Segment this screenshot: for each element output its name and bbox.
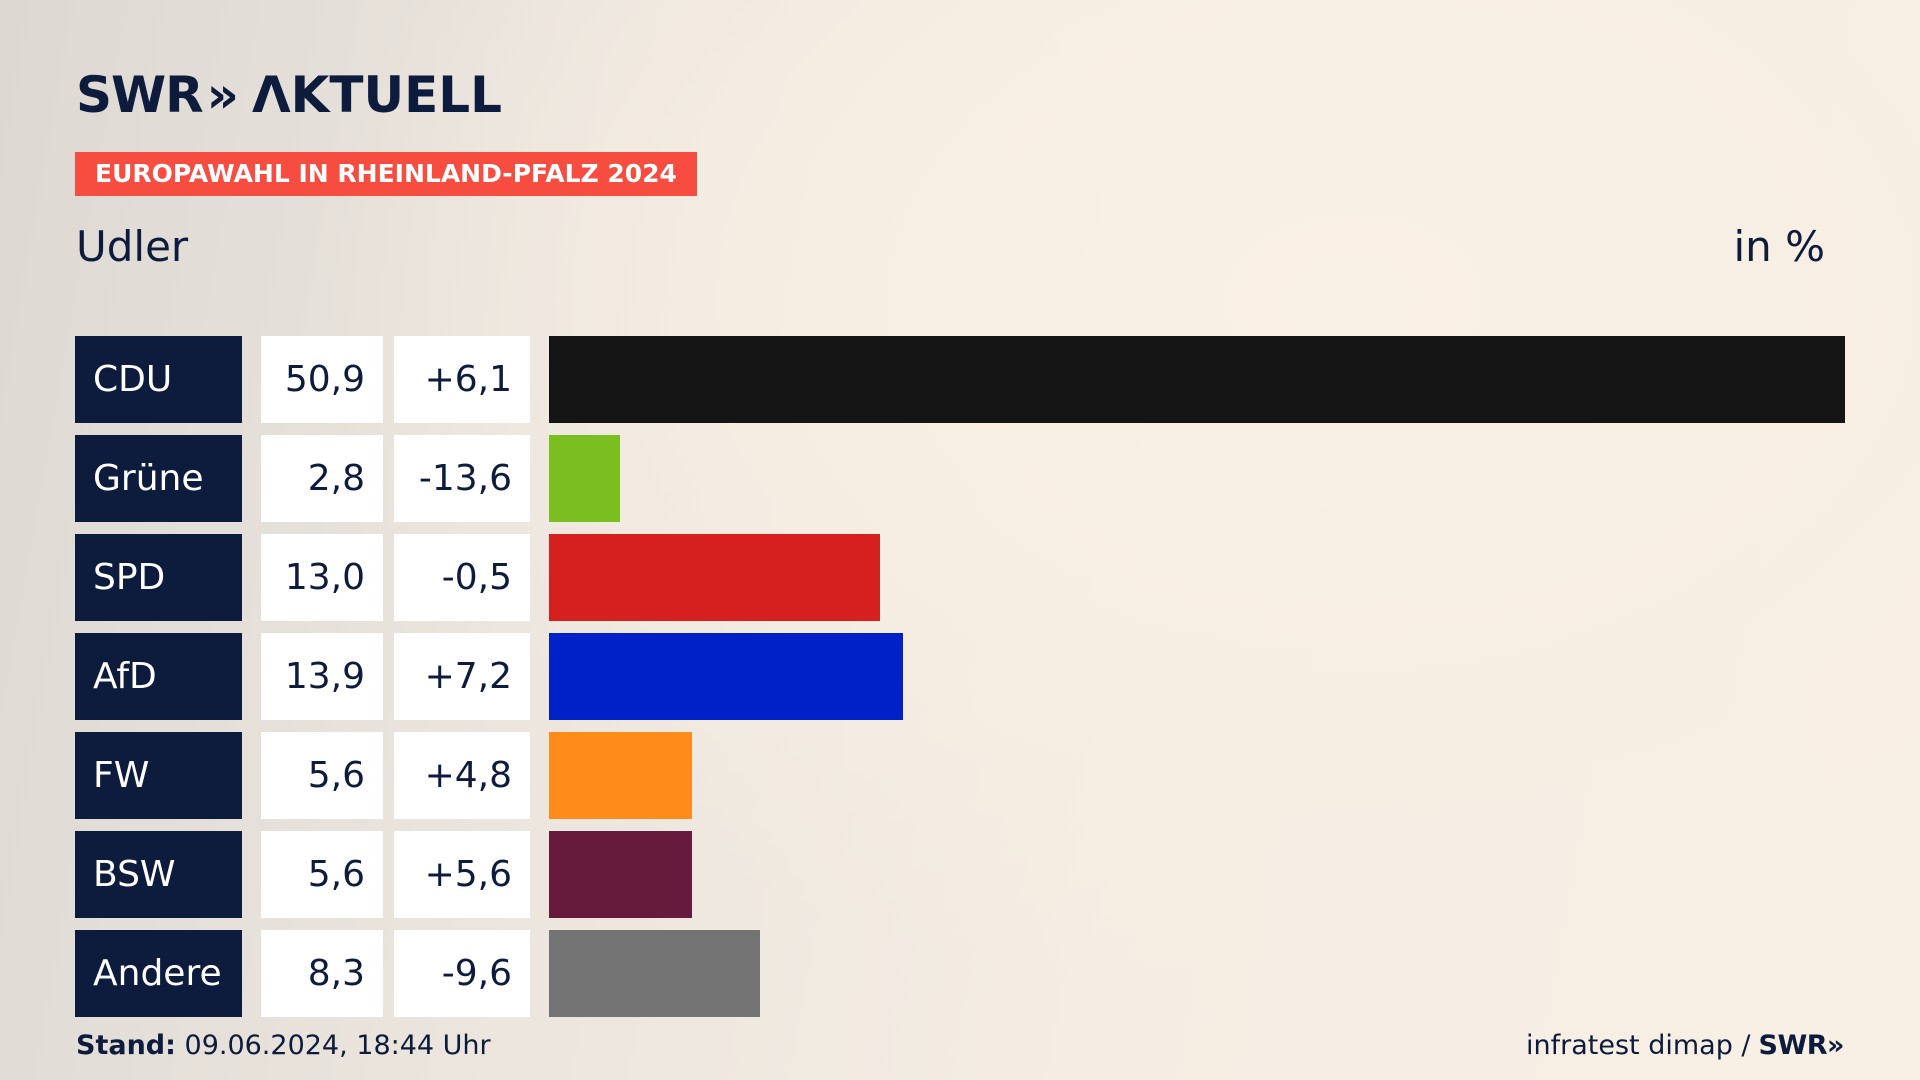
party-change: -0,5 [394,534,530,621]
swr-brand-logo: SWR» [1758,1030,1845,1061]
party-value: 50,9 [261,336,383,423]
party-label: FW [75,732,242,819]
stand-label: Stand: [76,1030,176,1061]
party-label: CDU [75,336,242,423]
swr-aktuell-logo: SWR » ΛKTUELL [76,66,502,124]
party-label: SPD [75,534,242,621]
party-bar [549,534,880,621]
party-value: 13,9 [261,633,383,720]
party-value: 2,8 [261,435,383,522]
party-bar [549,732,692,819]
party-change: +5,6 [394,831,530,918]
footer-stand: Stand: 09.06.2024, 18:44 Uhr [76,1030,491,1061]
party-value: 5,6 [261,732,383,819]
party-row-andere: Andere 8,3 -9,6 [75,930,1845,1017]
logo-aktuell-text: ΛKTUELL [251,66,503,124]
party-row-spd: SPD 13,0 -0,5 [75,534,1845,621]
party-change: +7,2 [394,633,530,720]
party-value: 8,3 [261,930,383,1017]
chart-subtitle: Udler [76,222,189,271]
party-bar [549,336,1845,423]
party-label: BSW [75,831,242,918]
party-bar [549,831,692,918]
party-label: Andere [75,930,242,1017]
party-change: +6,1 [394,336,530,423]
stand-value: 09.06.2024, 18:44 Uhr [184,1030,491,1061]
party-value: 13,0 [261,534,383,621]
party-change: -13,6 [394,435,530,522]
party-row-afd: AfD 13,9 +7,2 [75,633,1845,720]
party-row-bsw: BSW 5,6 +5,6 [75,831,1845,918]
party-change: +4,8 [394,732,530,819]
party-row-grüne: Grüne 2,8 -13,6 [75,435,1845,522]
unit-label: in % [1733,222,1825,271]
party-label: AfD [75,633,242,720]
party-bar [549,435,620,522]
logo-chevrons-icon: » [206,66,239,124]
party-row-fw: FW 5,6 +4,8 [75,732,1845,819]
election-tag: EUROPAWAHL IN RHEINLAND-PFALZ 2024 [75,152,697,196]
party-label: Grüne [75,435,242,522]
party-row-cdu: CDU 50,9 +6,1 [75,336,1845,423]
party-bar [549,930,760,1017]
source-text: infratest dimap / [1526,1030,1751,1061]
party-bar [549,633,903,720]
party-change: -9,6 [394,930,530,1017]
logo-swr-text: SWR [76,66,204,124]
footer-source: infratest dimap / SWR» [1526,1030,1844,1061]
party-value: 5,6 [261,831,383,918]
